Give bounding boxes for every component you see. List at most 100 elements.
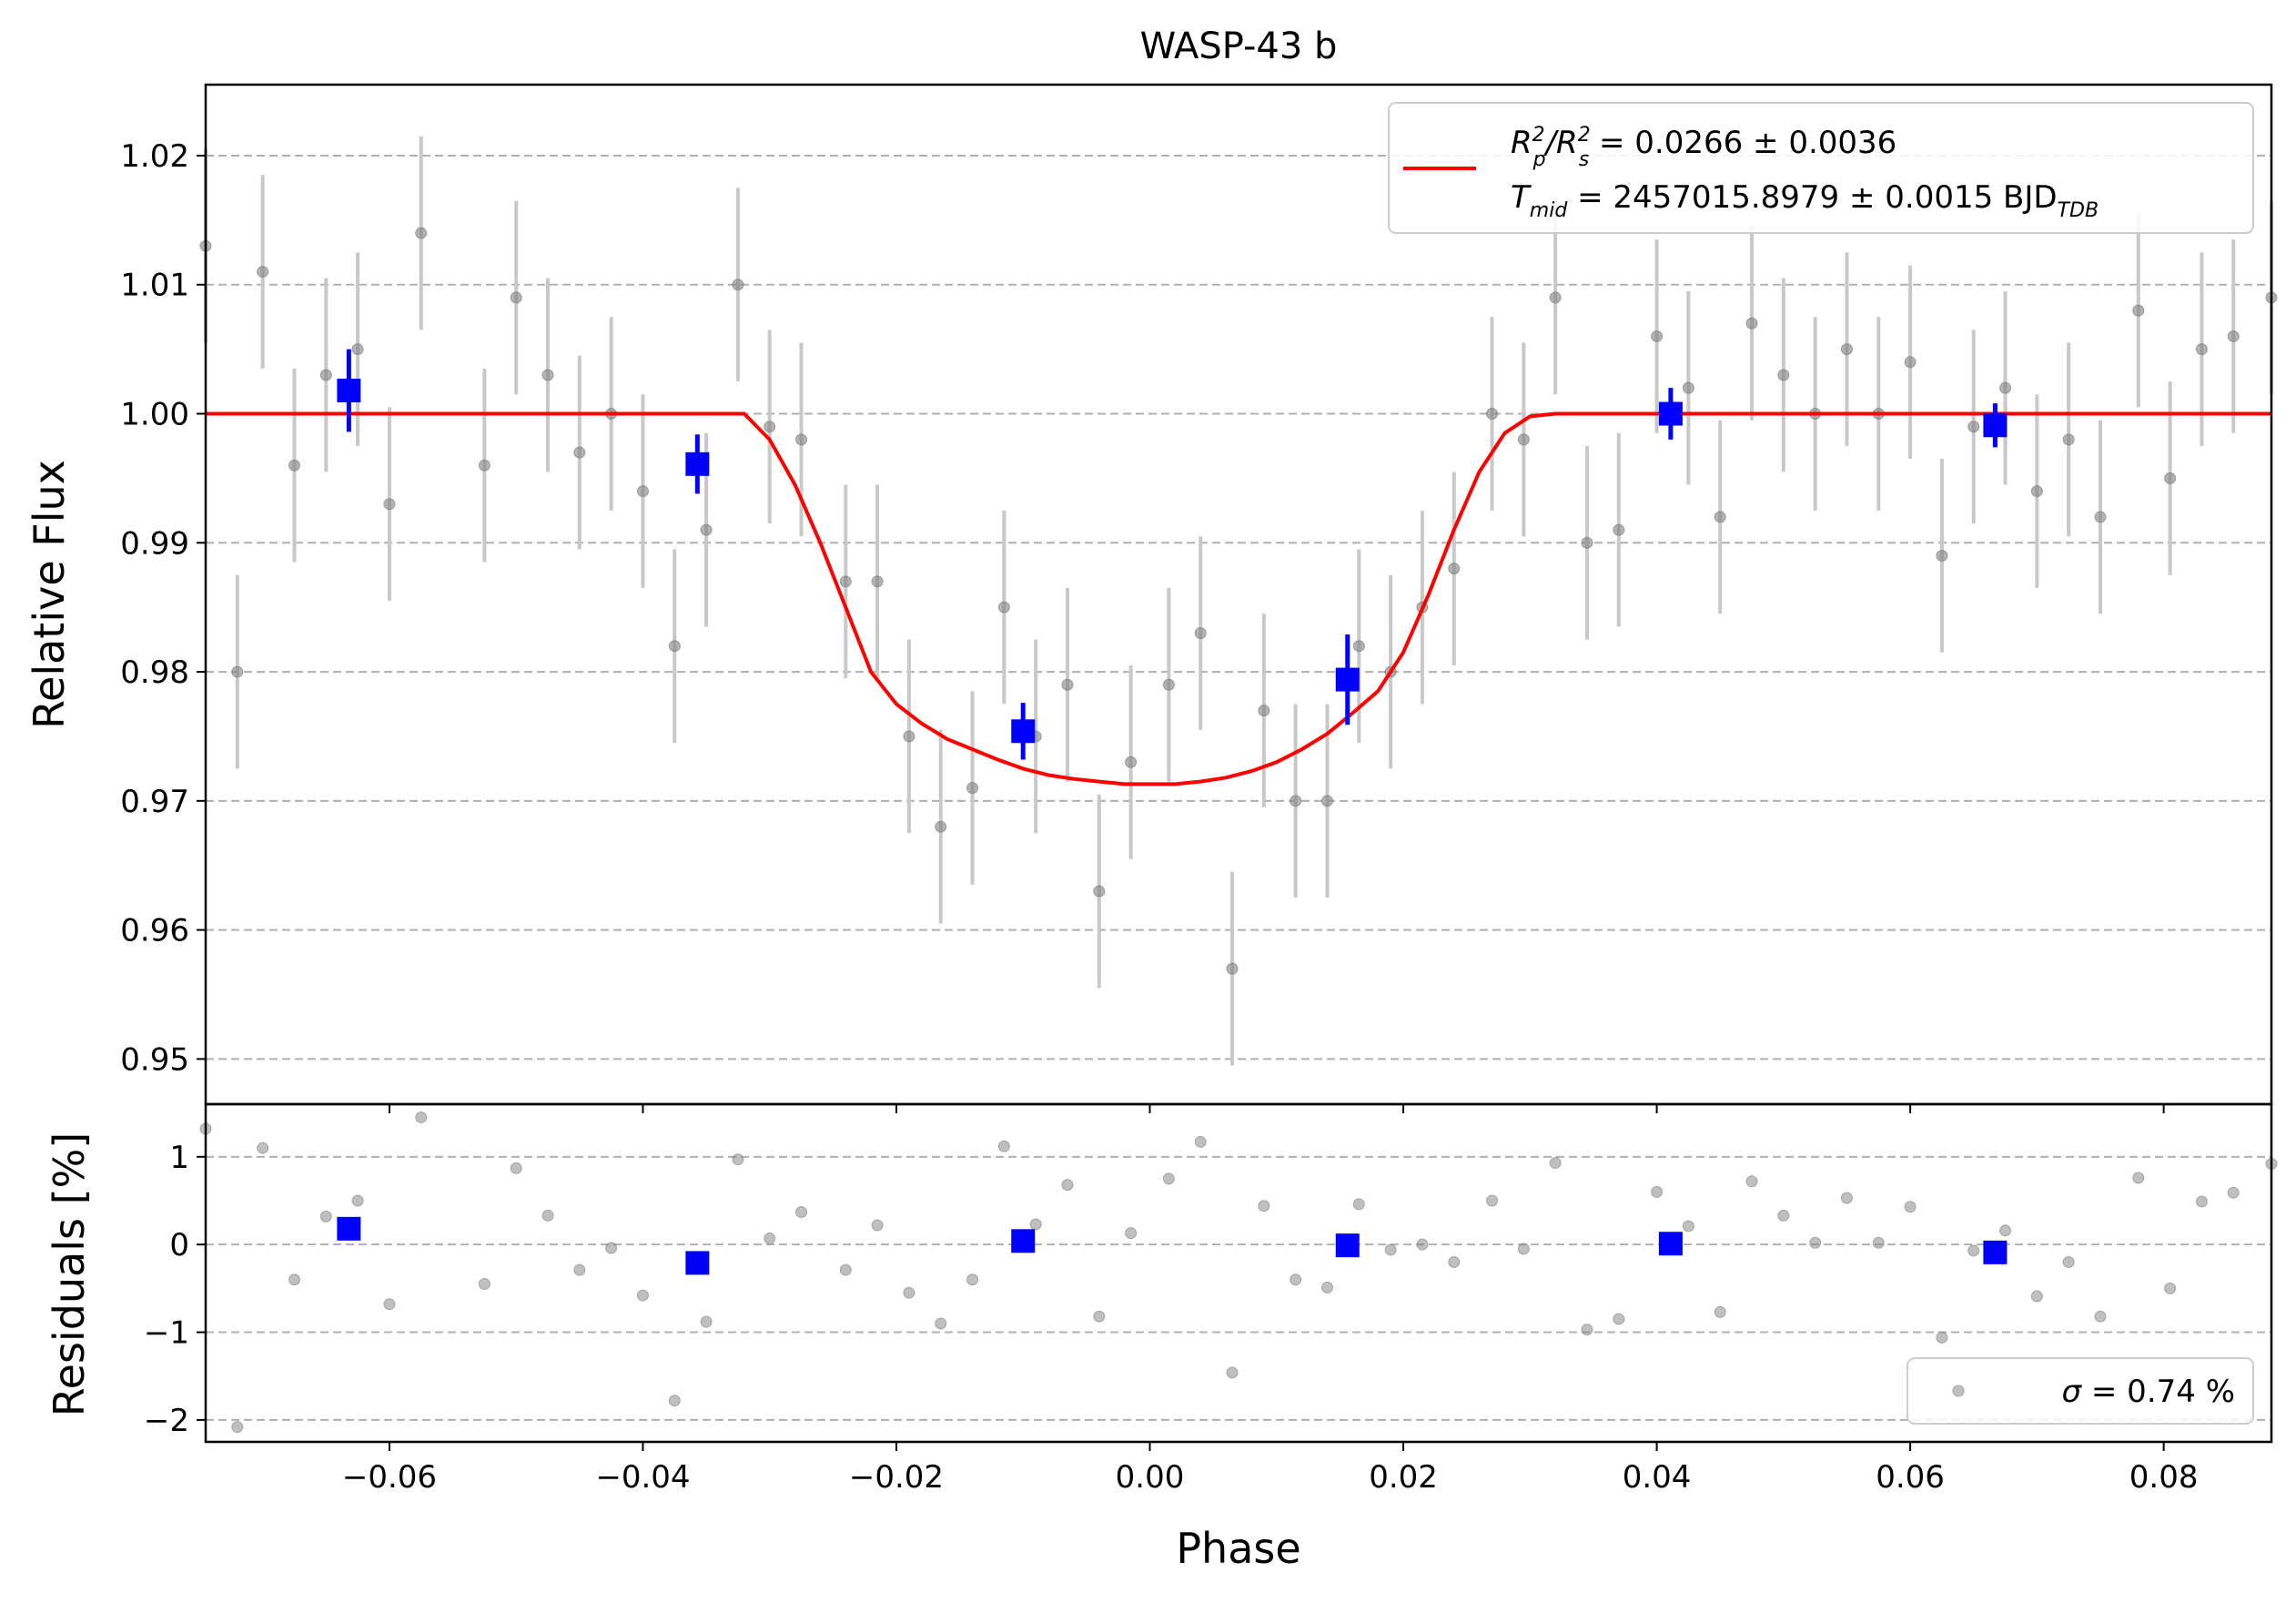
flux-binned-point: [1335, 667, 1360, 692]
flux-binned-point: [337, 379, 361, 402]
residual-point: [1967, 1244, 1980, 1257]
residual-binned-point: [685, 1251, 710, 1275]
phase-x-tick-label: −0.06: [342, 1459, 437, 1496]
flux-y-tick-label: 1.01: [120, 268, 189, 304]
flux-data-point: [1448, 563, 1461, 575]
residual-point: [1093, 1310, 1106, 1323]
residuals-panel: −2 −1 0 1 −0.06 −0.04 −0.02 0.00 0.02 0.04 0.06 0.…: [45, 1102, 2278, 1573]
flux-data-point: [1162, 678, 1175, 691]
residual-point: [1448, 1255, 1461, 1268]
flux-y-tick-label: 1.00: [120, 397, 189, 433]
flux-data-point: [1194, 627, 1207, 640]
residual-point: [1999, 1224, 2012, 1237]
residual-point: [1581, 1324, 1593, 1336]
residual-point: [966, 1273, 979, 1286]
flux-data-point: [351, 343, 364, 356]
flux-data-point: [1125, 756, 1138, 768]
residual-point: [1486, 1194, 1499, 1207]
residual-binned-point: [337, 1216, 361, 1241]
residual-point: [935, 1317, 947, 1330]
residual-point: [1029, 1218, 1042, 1231]
residual-point: [383, 1298, 396, 1311]
residual-point: [415, 1111, 428, 1123]
flux-y-axis-label: Relative Flux: [25, 460, 74, 729]
flux-y-tick-label: 0.95: [120, 1041, 189, 1078]
flux-data-point: [231, 665, 244, 678]
residual-point: [351, 1194, 364, 1207]
flux-legend: R2 p/R2 s = 0.0266 ± 0.0036 Tmid = 2457015…: [1388, 102, 2254, 234]
flux-data-point: [2132, 304, 2145, 317]
flux-data-point: [1936, 549, 1948, 562]
flux-data-point: [1682, 381, 1694, 394]
flux-data-point: [1613, 523, 1625, 536]
flux-data-point: [478, 459, 491, 472]
residuals-y-ticks: −2 −1 0 1: [144, 1140, 206, 1439]
flux-y-tick-label: 0.99: [120, 525, 189, 562]
residual-point: [2164, 1282, 2177, 1294]
flux-data-point: [1581, 536, 1593, 549]
residual-point: [1904, 1201, 1917, 1213]
flux-gridlines: [206, 154, 2271, 1060]
flux-y-tick-label: 0.98: [120, 654, 189, 691]
residual-point: [1194, 1135, 1207, 1148]
flux-panel: 0.95 0.96 0.97 0.98 0.99 1.00 1.01 1.02 Relativ…: [25, 83, 2278, 1106]
residual-point: [478, 1278, 491, 1291]
residual-point: [2062, 1255, 2075, 1268]
residuals-y-tick-label: −2: [144, 1403, 189, 1439]
flux-data-point: [1999, 381, 2012, 394]
flux-data-point: [1061, 678, 1074, 691]
residual-point: [1162, 1172, 1175, 1185]
residual-point: [2132, 1172, 2145, 1184]
residual-point: [1682, 1220, 1694, 1233]
flux-data-point: [764, 421, 776, 433]
flux-data-point: [1714, 511, 1726, 523]
flux-data-point: [795, 433, 808, 446]
flux-data-point: [257, 266, 269, 279]
flux-data-point: [510, 291, 522, 304]
phase-x-tick-label: 0.08: [2129, 1459, 2199, 1496]
transit-model-line: [206, 411, 2271, 786]
flux-y-ticks: 0.95 0.96 0.97 0.98 0.99 1.00 1.01 1.02: [120, 138, 206, 1078]
flux-binned-point: [1658, 401, 1683, 426]
phase-x-axis-label: Phase: [1176, 1524, 1300, 1573]
flux-data-point: [541, 369, 554, 381]
flux-data-point: [2195, 343, 2208, 356]
residual-point: [231, 1421, 244, 1434]
legend-radius-ratio-text: R2 p/R2 s = 0.0266 ± 0.0036: [1511, 124, 1896, 171]
residual-point: [1809, 1236, 1822, 1249]
flux-data-point: [1486, 408, 1499, 421]
flux-y-tick-label: 0.96: [120, 913, 189, 949]
flux-data-point: [1904, 356, 1917, 369]
flux-data-point: [1745, 317, 1758, 330]
residual-point: [1840, 1192, 1853, 1204]
residual-point: [1125, 1227, 1138, 1240]
residual-point: [700, 1315, 713, 1328]
residual-point: [1613, 1313, 1625, 1325]
flux-y-tick-label: 0.97: [120, 784, 189, 820]
residual-point: [839, 1263, 852, 1276]
flux-data-point: [839, 575, 852, 588]
residual-binned-point: [1335, 1233, 1360, 1258]
residuals-legend-marker: [1952, 1385, 1965, 1397]
residuals-legend-box: [1907, 1357, 2254, 1425]
residuals-data-points: [199, 1111, 2278, 1434]
flux-data-point: [1840, 343, 1853, 356]
residuals-y-axis-label: Residuals [%]: [45, 1132, 94, 1416]
residual-point: [541, 1209, 554, 1222]
phase-x-tick-label: 0.04: [1623, 1459, 1692, 1496]
flux-binned-point: [685, 451, 710, 476]
residual-point: [1872, 1236, 1885, 1249]
residual-point: [2195, 1195, 2208, 1208]
residual-point: [668, 1395, 681, 1407]
flux-data-point: [2164, 472, 2177, 484]
flux-data-point: [1352, 640, 1365, 653]
residual-point: [257, 1141, 269, 1154]
residual-point: [871, 1219, 884, 1232]
residual-point: [1777, 1209, 1790, 1222]
phase-x-tick-label: 0.06: [1876, 1459, 1945, 1496]
residual-point: [997, 1140, 1010, 1152]
residual-point: [510, 1162, 522, 1174]
flux-data-point: [1258, 705, 1270, 717]
flux-data-point: [573, 446, 586, 459]
